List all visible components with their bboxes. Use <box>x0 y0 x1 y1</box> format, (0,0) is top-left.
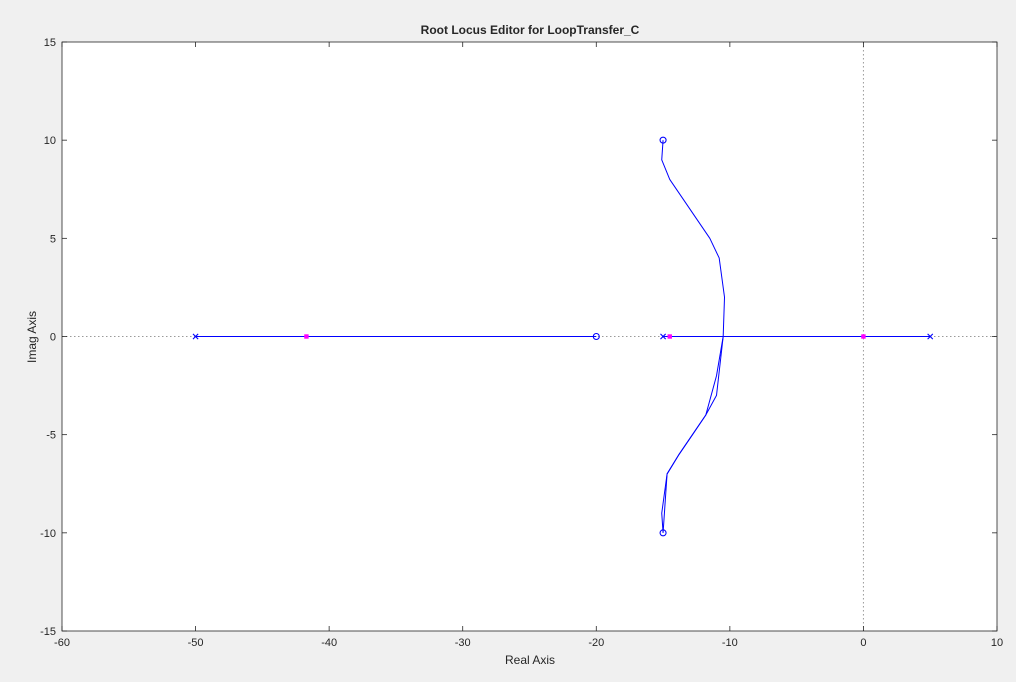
open-loop-zero-3[interactable] <box>659 529 667 537</box>
x-tick-label: 10 <box>991 637 1003 649</box>
open-loop-pole-1[interactable] <box>192 333 199 340</box>
pole-stroke <box>192 333 199 340</box>
y-tick-label: -10 <box>40 528 56 540</box>
closed-loop-pole-1[interactable] <box>304 334 309 339</box>
markers <box>192 136 934 537</box>
y-tick-label: -5 <box>46 430 56 442</box>
x-tick-label: -10 <box>722 637 738 649</box>
locus-branches <box>195 140 931 533</box>
x-tick-label: -60 <box>54 637 70 649</box>
y-tick-label: 5 <box>50 233 56 245</box>
y-tick-label: 0 <box>50 332 56 344</box>
y-axis-label: Imag Axis <box>25 311 39 363</box>
x-tick-label: -40 <box>321 637 337 649</box>
closed-loop-pole-3[interactable] <box>861 334 866 339</box>
pole-stroke <box>927 333 934 340</box>
plot-title: Root Locus Editor for LoopTransfer_C <box>421 23 640 37</box>
y-tick-label: 15 <box>44 37 56 49</box>
y-tick-label: -15 <box>40 626 56 638</box>
x-axis-label: Real Axis <box>505 653 555 667</box>
x-ticks: -60 -50 -40 -30 -20 -10 0 10 <box>54 42 1003 649</box>
pole-stroke <box>660 333 667 340</box>
closed-loop-pole-2[interactable] <box>667 334 672 339</box>
y-ticks: -15 -10 -5 0 5 10 15 <box>40 37 997 638</box>
open-loop-zero-2[interactable] <box>659 136 667 144</box>
locus-branch-4 <box>662 336 724 533</box>
open-loop-zero-1[interactable] <box>592 332 600 341</box>
x-tick-label: 0 <box>860 637 866 649</box>
open-loop-pole-2[interactable] <box>660 333 667 340</box>
y-tick-label: 10 <box>44 135 56 147</box>
x-tick-label: -50 <box>188 637 204 649</box>
open-loop-pole-3[interactable] <box>927 333 934 340</box>
x-tick-label: -20 <box>588 637 604 649</box>
x-tick-label: -30 <box>455 637 471 649</box>
